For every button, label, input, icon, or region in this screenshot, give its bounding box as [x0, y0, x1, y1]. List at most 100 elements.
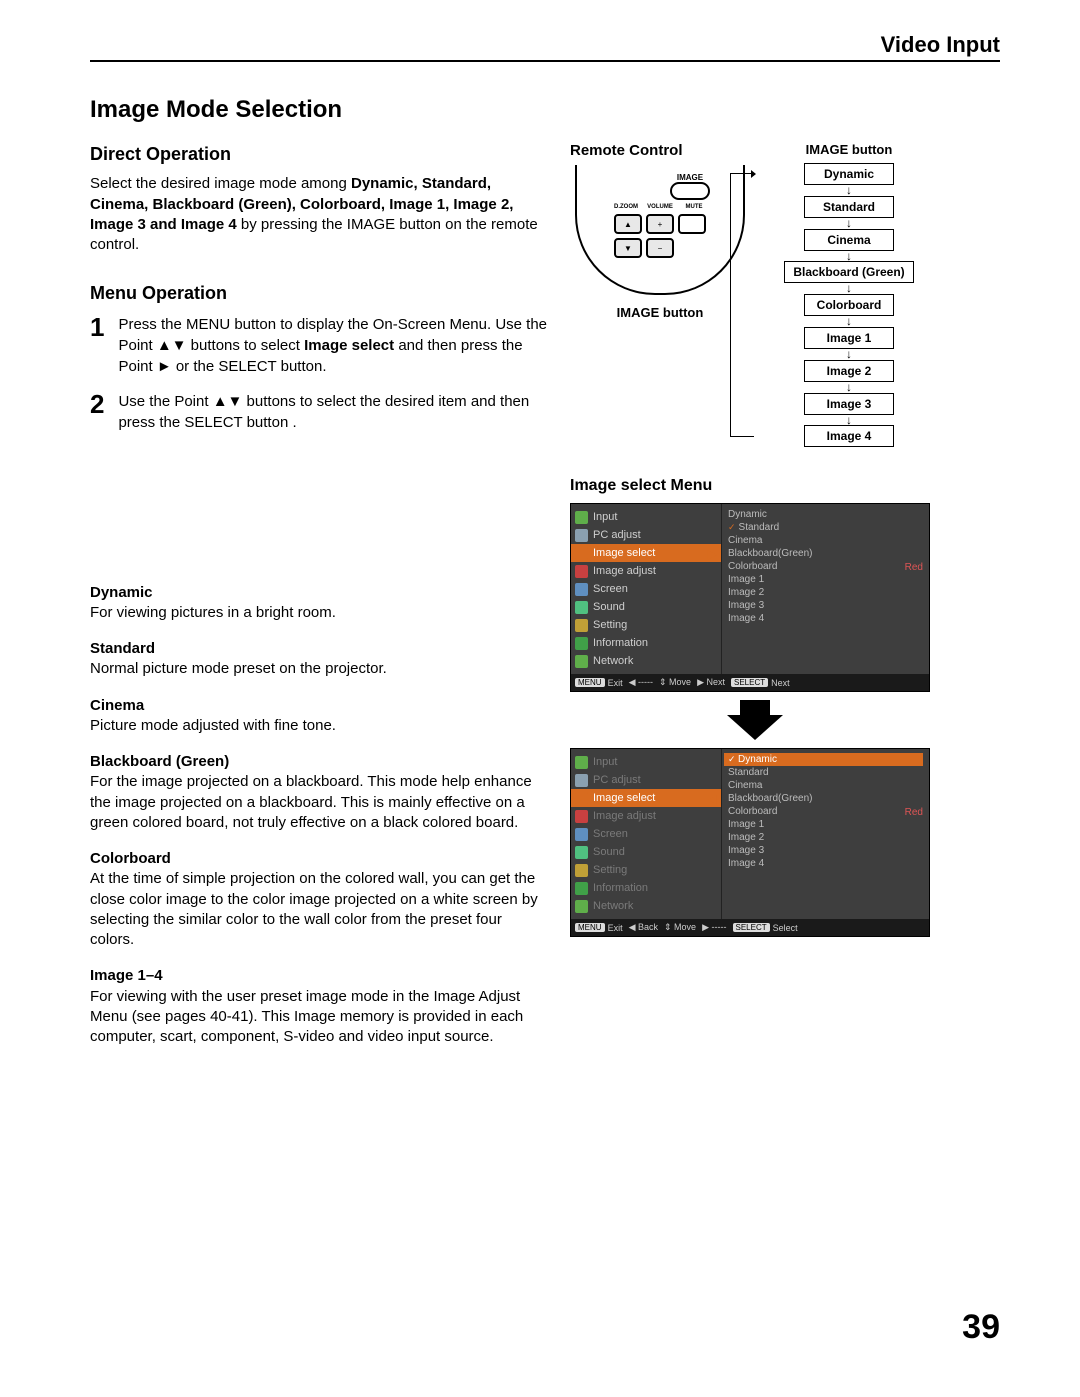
osd-right-item: Standard [728, 521, 923, 534]
osd-left-item: Screen [571, 580, 721, 598]
osd-item-icon [575, 864, 588, 877]
flow-box: Image 4 [804, 425, 894, 447]
mode-description: For viewing with the user preset image m… [90, 987, 550, 1048]
mode-block: DynamicFor viewing pictures in a bright … [90, 583, 550, 624]
osd-left-item: Network [571, 897, 721, 915]
volume-up-button: + [646, 214, 674, 234]
remote-control-heading: Remote Control [570, 142, 750, 159]
mode-description: For viewing pictures in a bright room. [90, 603, 550, 623]
mode-title: Blackboard (Green) [90, 752, 550, 772]
osd-left-item: Setting [571, 861, 721, 879]
osd-foot-item: MENUExit [575, 677, 623, 688]
mode-description: At the time of simple projection on the … [90, 869, 550, 950]
osd-right-item: Colorboard [728, 560, 923, 573]
osd-left-item: Input [571, 753, 721, 771]
osd-right-tag: Red [905, 562, 923, 573]
image-mode-flowchart: Dynamic↓Standard↓Cinema↓Blackboard (Gree… [758, 163, 940, 447]
mode-title: Colorboard [90, 849, 550, 869]
remote-control-diagram: IMAGE D.ZOOM VOLUME MUTE ▲ [575, 165, 745, 295]
osd-right-item: Standard [728, 766, 923, 779]
flow-arrow-icon: ↓ [846, 218, 852, 229]
page-title: Image Mode Selection [90, 96, 1000, 124]
osd-foot-item: ⇕ Move [659, 677, 691, 688]
flow-box: Image 3 [804, 393, 894, 415]
mode-title: Cinema [90, 696, 550, 716]
osd-left-item: Image select◀ [571, 789, 721, 807]
osd-left-item: Information [571, 634, 721, 652]
flow-box: Dynamic [804, 163, 894, 185]
osd-item-icon [575, 601, 588, 614]
osd-right-item: Image 3 [728, 844, 923, 857]
section-header: Video Input [881, 32, 1000, 58]
osd-item-icon [575, 511, 588, 524]
osd-right-item: Blackboard(Green) [728, 792, 923, 805]
osd-left-item: Input [571, 508, 721, 526]
osd-left-item: Image adjust [571, 807, 721, 825]
osd-left-item: Screen [571, 825, 721, 843]
osd-right-item: Image 4 [728, 612, 923, 625]
osd-right-item: Cinema [728, 779, 923, 792]
osd-right-item: ✓ Dynamic [724, 753, 923, 766]
remote-button-labels: D.ZOOM VOLUME MUTE [611, 204, 709, 210]
osd-right-item: Image 2 [728, 831, 923, 844]
osd-left-item: PC adjust [571, 771, 721, 789]
osd-left-item: Image select▶ [571, 544, 721, 562]
flow-box: Cinema [804, 229, 894, 251]
osd-footer-2: MENUExit◀ Back⇕ Move▶ -----SELECTSelect [571, 919, 929, 936]
mode-description: Picture mode adjusted with fine tone. [90, 716, 550, 736]
mode-title: Standard [90, 639, 550, 659]
menu-operation-heading: Menu Operation [90, 281, 550, 305]
mode-block: ColorboardAt the time of simple projecti… [90, 849, 550, 950]
osd-item-icon [575, 774, 588, 787]
direct-operation-heading: Direct Operation [90, 142, 550, 166]
osd-foot-item: SELECTNext [731, 677, 790, 688]
osd-item-icon [575, 900, 588, 913]
osd-right-item: Colorboard [728, 805, 923, 818]
osd-item-icon [575, 810, 588, 823]
osd-right-item: Image 2 [728, 586, 923, 599]
volume-down-button: − [646, 238, 674, 258]
osd-left-item: Image adjust [571, 562, 721, 580]
image-button [670, 182, 710, 200]
mute-button [678, 214, 706, 234]
osd-right-item: Image 1 [728, 818, 923, 831]
osd-left-item: PC adjust [571, 526, 721, 544]
osd-right-tag-2: Red [905, 807, 923, 818]
mode-block: Blackboard (Green)For the image projecte… [90, 752, 550, 833]
flow-loop-line [730, 173, 754, 437]
osd-menu-2: InputPC adjustImage select◀Image adjustS… [570, 748, 930, 937]
step-number-1: 1 [90, 314, 104, 377]
osd-left-item: Sound [571, 598, 721, 616]
mode-descriptions: DynamicFor viewing pictures in a bright … [90, 583, 550, 1048]
chevron-icon: ◀ [708, 792, 717, 806]
dzoom-down-button: ▼ [614, 238, 642, 258]
dzoom-up-button: ▲ [614, 214, 642, 234]
osd-foot-item: ◀ Back [629, 922, 658, 933]
mode-description: Normal picture mode preset on the projec… [90, 659, 550, 679]
osd-foot-item: MENUExit [575, 922, 623, 933]
osd-right-item: Image 1 [728, 573, 923, 586]
osd-item-icon [575, 529, 588, 542]
flow-arrow-icon: ↓ [846, 283, 852, 294]
osd-foot-item: ▶ ----- [702, 922, 726, 933]
flow-box: Blackboard (Green) [784, 261, 914, 283]
flow-arrow-icon: ↓ [846, 349, 852, 360]
flow-box: Image 2 [804, 360, 894, 382]
step-2-text: Use the Point ▲▼ buttons to select the d… [118, 391, 550, 433]
osd-item-icon [575, 882, 588, 895]
mode-block: Image 1–4For viewing with the user prese… [90, 966, 550, 1047]
page-number: 39 [962, 1308, 1000, 1347]
osd-item-icon [575, 619, 588, 632]
flow-box: Colorboard [804, 294, 894, 316]
down-arrow-icon [725, 700, 785, 740]
flow-box: Standard [804, 196, 894, 218]
osd-item-icon [575, 846, 588, 859]
flow-box: Image 1 [804, 327, 894, 349]
osd-left-item: Information [571, 879, 721, 897]
flow-arrow-icon: ↓ [846, 185, 852, 196]
image-button-caption: IMAGE button [570, 305, 750, 320]
osd-item-icon [575, 655, 588, 668]
osd-right-item: Image 4 [728, 857, 923, 870]
osd-footer-1: MENUExit◀ -----⇕ Move▶ NextSELECTNext [571, 674, 929, 691]
osd-foot-item: ▶ Next [697, 677, 725, 688]
